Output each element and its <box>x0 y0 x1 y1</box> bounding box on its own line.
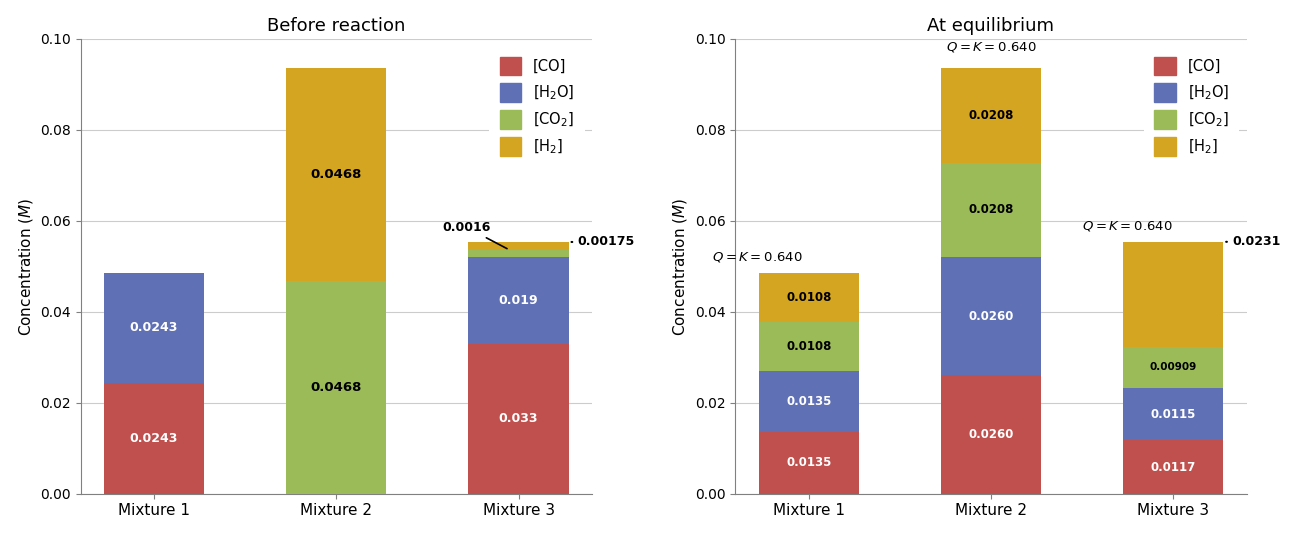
Bar <box>286 281 387 494</box>
Bar <box>940 163 1040 257</box>
Bar <box>104 273 204 383</box>
Bar <box>759 371 859 432</box>
Text: 0.0208: 0.0208 <box>968 203 1013 217</box>
Text: 0.0208: 0.0208 <box>968 109 1013 122</box>
Bar <box>1124 347 1224 388</box>
Bar <box>469 257 569 343</box>
Y-axis label: Concentration ($M$): Concentration ($M$) <box>17 197 35 335</box>
Text: 0.0468: 0.0468 <box>310 168 362 181</box>
Title: At equilibrium: At equilibrium <box>927 17 1055 35</box>
Bar <box>940 257 1040 376</box>
Text: 0.0135: 0.0135 <box>786 395 831 408</box>
Bar <box>469 242 569 250</box>
Bar <box>1124 440 1224 494</box>
Bar <box>1124 388 1224 440</box>
Bar <box>759 273 859 322</box>
Text: 0.033: 0.033 <box>499 412 538 425</box>
Text: 0.00909: 0.00909 <box>1150 363 1196 372</box>
Text: 0.0260: 0.0260 <box>968 428 1013 441</box>
Text: 0.0115: 0.0115 <box>1151 408 1196 421</box>
Bar <box>940 376 1040 494</box>
Text: 0.0135: 0.0135 <box>786 456 831 469</box>
Text: 0.0243: 0.0243 <box>130 432 178 445</box>
Bar <box>469 250 569 257</box>
Bar <box>1124 242 1224 347</box>
Bar <box>759 432 859 494</box>
Text: 0.00175: 0.00175 <box>572 235 635 248</box>
Legend: [CO], [H$_2$O], [CO$_2$], [H$_2$]: [CO], [H$_2$O], [CO$_2$], [H$_2$] <box>1144 47 1239 166</box>
Text: $Q=K=0.640$: $Q=K=0.640$ <box>712 250 803 264</box>
Text: 0.0231: 0.0231 <box>1226 235 1281 248</box>
Bar <box>286 68 387 281</box>
Y-axis label: Concentration ($M$): Concentration ($M$) <box>672 197 690 335</box>
Text: 0.0117: 0.0117 <box>1151 461 1196 473</box>
Bar <box>940 68 1040 163</box>
Text: 0.019: 0.019 <box>499 294 538 307</box>
Text: $Q=K=0.640$: $Q=K=0.640$ <box>946 41 1037 55</box>
Text: 0.0468: 0.0468 <box>310 381 362 394</box>
Text: 0.0016: 0.0016 <box>442 221 507 249</box>
Text: 0.0243: 0.0243 <box>130 322 178 334</box>
Bar <box>469 343 569 494</box>
Text: 0.0260: 0.0260 <box>968 310 1013 323</box>
Title: Before reaction: Before reaction <box>268 17 405 35</box>
Bar <box>104 383 204 494</box>
Bar <box>759 322 859 371</box>
Text: 0.0108: 0.0108 <box>786 291 831 304</box>
Legend: [CO], [H$_2$O], [CO$_2$], [H$_2$]: [CO], [H$_2$O], [CO$_2$], [H$_2$] <box>490 47 585 166</box>
Text: $Q=K=0.640$: $Q=K=0.640$ <box>1082 219 1173 233</box>
Text: 0.0108: 0.0108 <box>786 340 831 353</box>
